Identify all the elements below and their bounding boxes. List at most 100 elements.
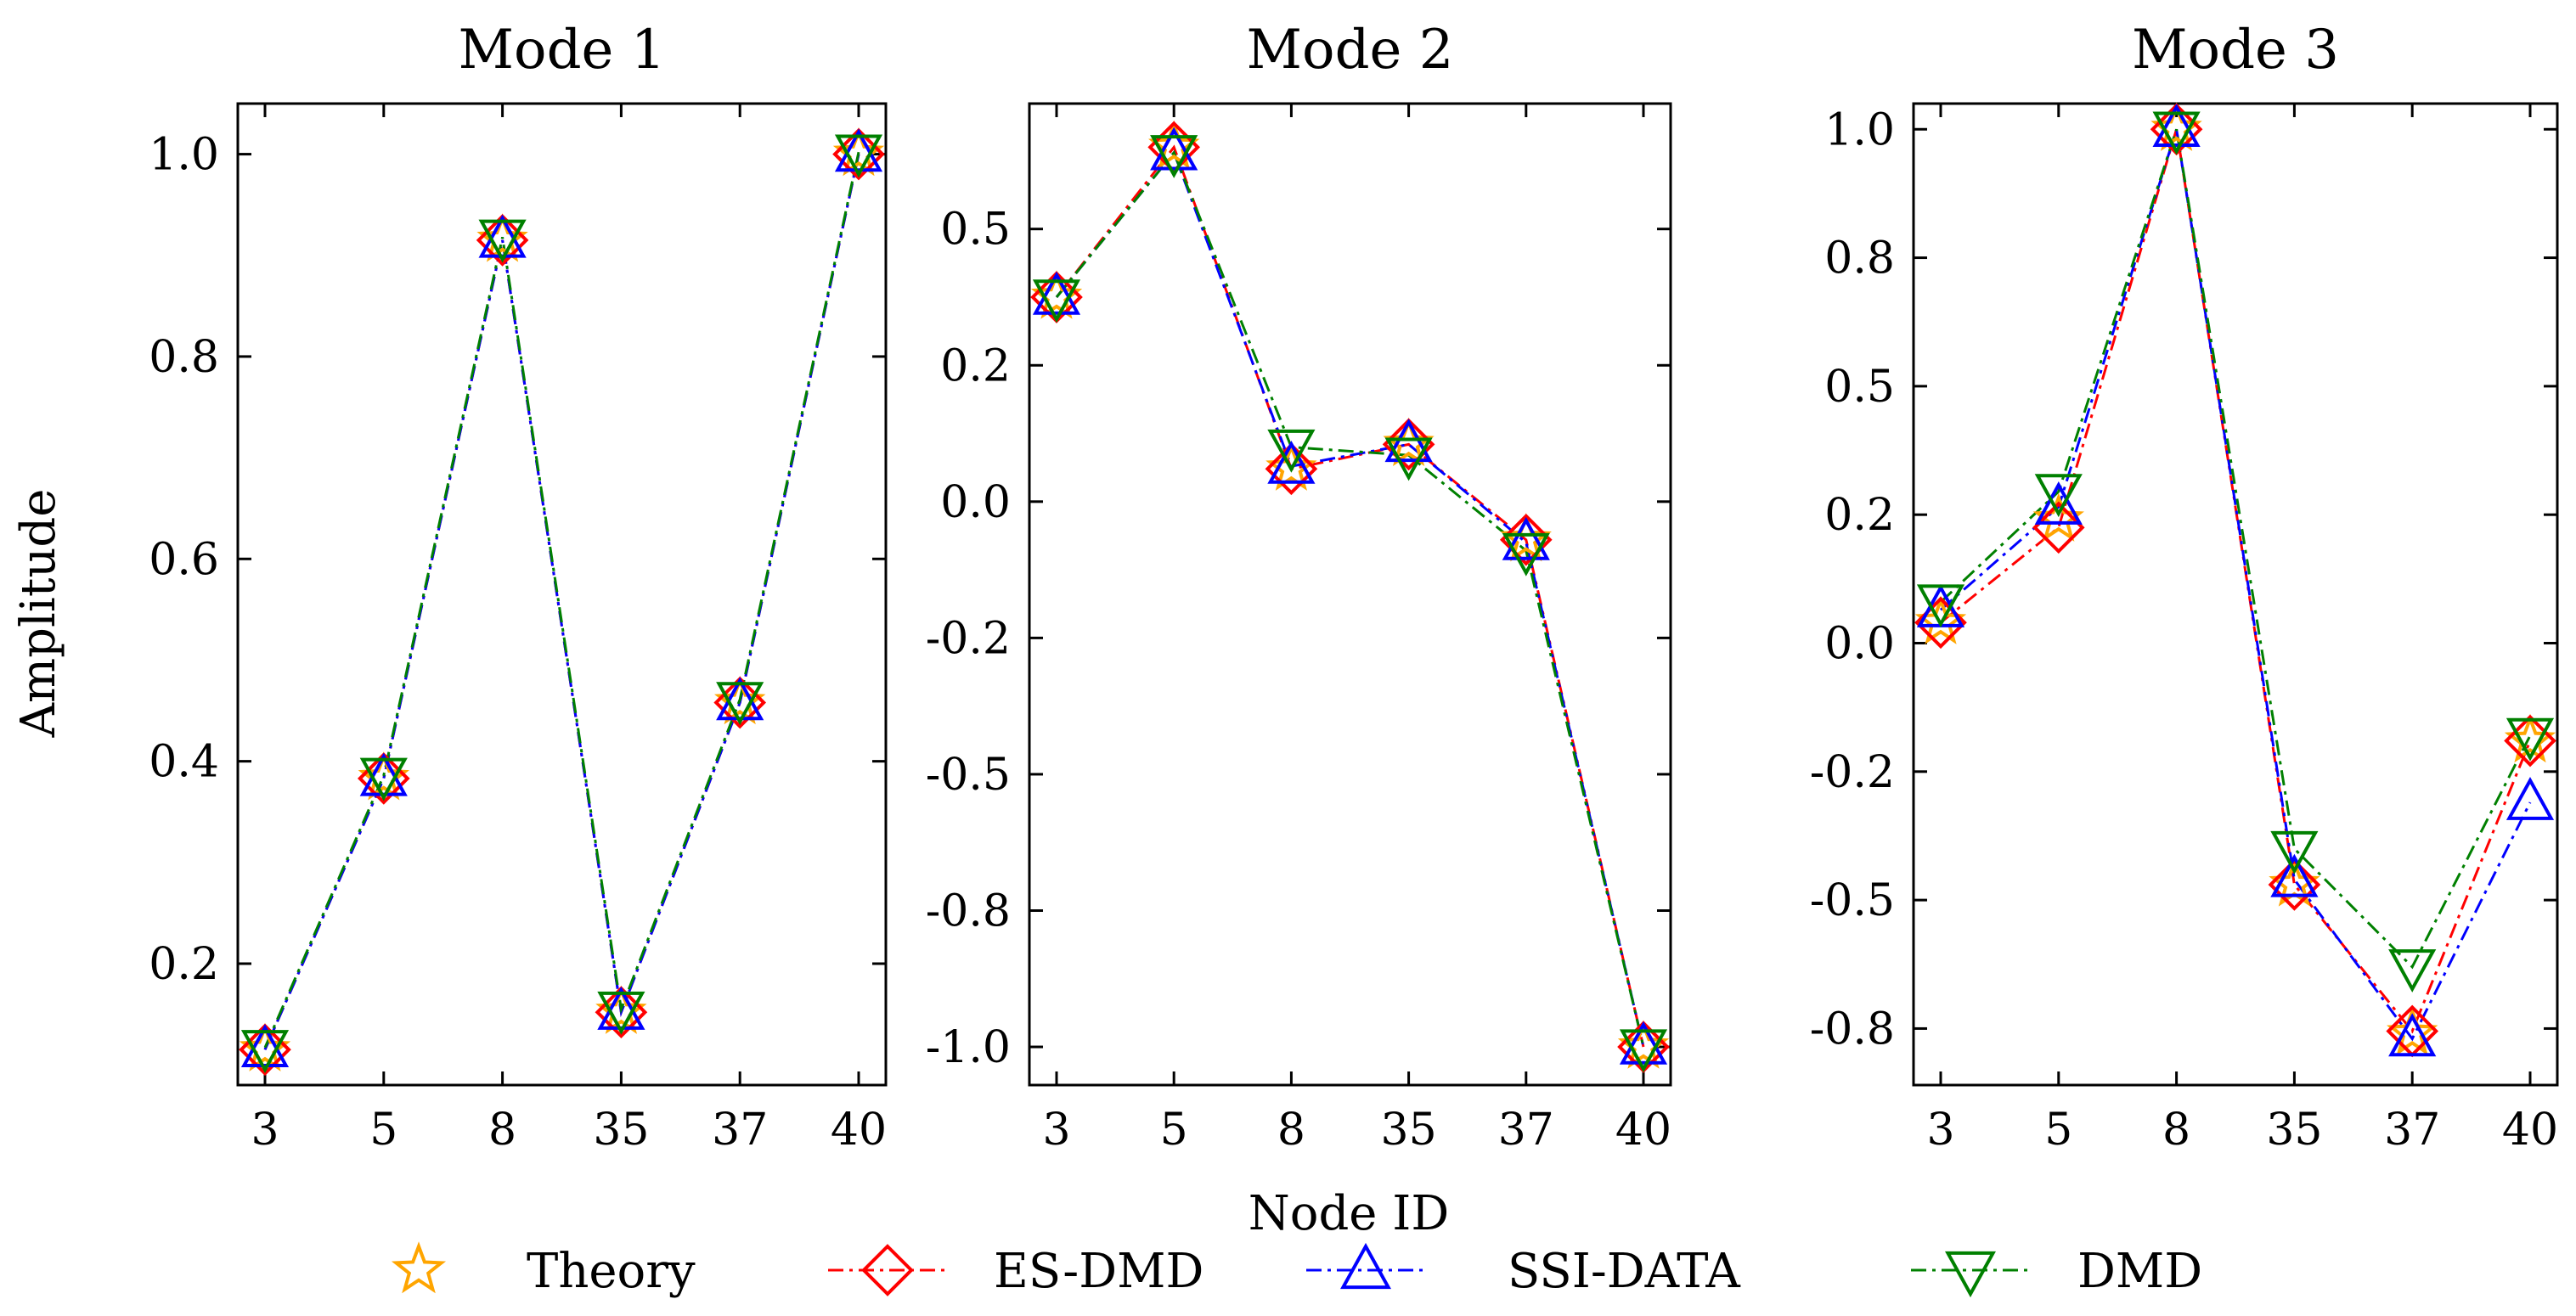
panel-title: Mode 2 bbox=[1247, 19, 1454, 82]
marker-dmd bbox=[2152, 111, 2201, 155]
series-line-dmd bbox=[1055, 149, 1645, 1048]
marker-theory bbox=[2387, 1006, 2438, 1056]
legend-label: Theory bbox=[527, 1244, 696, 1299]
series-line-es-dmd bbox=[263, 154, 860, 1050]
x-tick-label: 3 bbox=[251, 1105, 279, 1156]
marker-dmd bbox=[2388, 949, 2437, 993]
marker-ssi-data bbox=[1150, 127, 1198, 171]
marker-es-dmd bbox=[2032, 501, 2085, 554]
x-tick-label: 40 bbox=[831, 1105, 887, 1156]
x-tick-label: 37 bbox=[1498, 1105, 1554, 1156]
y-tick-label: -0.5 bbox=[926, 750, 1011, 801]
y-tick-label: -1.0 bbox=[926, 1022, 1011, 1073]
marker-es-dmd bbox=[2504, 714, 2556, 768]
marker-dmd bbox=[2270, 830, 2319, 875]
marker-dmd bbox=[1619, 1029, 1668, 1073]
x-tick-label: 35 bbox=[1381, 1105, 1437, 1156]
marker-dmd bbox=[1267, 429, 1316, 473]
legend-marker bbox=[1945, 1251, 1996, 1298]
marker-ssi-data bbox=[2152, 104, 2201, 147]
x-tick-label: 3 bbox=[1926, 1105, 1954, 1156]
y-tick-label: 1.0 bbox=[1824, 104, 1895, 155]
panel-title: Mode 1 bbox=[459, 19, 666, 82]
y-tick-label: 0.5 bbox=[1824, 362, 1895, 413]
marker-dmd bbox=[240, 1030, 290, 1074]
marker-ssi-data bbox=[2388, 1013, 2437, 1057]
marker-dmd bbox=[1502, 532, 1550, 576]
x-tick-label: 5 bbox=[1160, 1105, 1188, 1156]
plot-frame bbox=[236, 102, 888, 1087]
marker-dmd bbox=[1150, 135, 1198, 178]
legend-item-ssi-data: SSI-DATA bbox=[1306, 1242, 1740, 1299]
marker-ssi-data bbox=[2506, 776, 2555, 820]
legend-marker bbox=[1340, 1242, 1391, 1290]
series-line-ssi-data bbox=[263, 154, 860, 1050]
marker-ssi-data bbox=[1384, 419, 1433, 463]
panel-title: Mode 3 bbox=[2132, 19, 2339, 82]
plot-frame bbox=[1912, 102, 2559, 1087]
marker-theory bbox=[1914, 595, 1967, 644]
legend-marker bbox=[391, 1241, 447, 1294]
y-tick-label: -0.8 bbox=[1810, 1004, 1895, 1054]
legend-item-theory: Theory bbox=[391, 1241, 696, 1299]
marker-es-dmd bbox=[1147, 121, 1201, 174]
y-tick-label: -0.2 bbox=[1810, 747, 1895, 798]
marker-es-dmd bbox=[2268, 858, 2321, 911]
y-tick-label: 0.4 bbox=[149, 737, 219, 788]
x-tick-label: 37 bbox=[712, 1105, 768, 1156]
marker-dmd bbox=[2034, 474, 2083, 518]
panel-mode-1: Mode 10.20.40.60.81.03 5 8 35 37 40 bbox=[149, 19, 888, 1156]
marker-dmd bbox=[2506, 717, 2555, 762]
x-tick-label: 8 bbox=[488, 1105, 516, 1156]
series-line-dmd bbox=[1939, 128, 2532, 970]
y-tick-label: 0.8 bbox=[1824, 233, 1895, 284]
x-tick-label: 37 bbox=[2384, 1105, 2440, 1156]
y-tick-label: 1.0 bbox=[149, 130, 219, 181]
series-line-es-dmd bbox=[1055, 144, 1645, 1048]
y-tick-label: 0.0 bbox=[940, 477, 1011, 528]
marker-dmd bbox=[359, 757, 408, 801]
marker-dmd bbox=[1384, 437, 1433, 481]
y-tick-label: 0.8 bbox=[149, 332, 219, 383]
series-line-dmd bbox=[263, 151, 860, 1049]
marker-dmd bbox=[478, 219, 527, 263]
y-tick-label: 0.0 bbox=[1824, 618, 1895, 669]
series-line-ssi-data bbox=[1940, 128, 2532, 1042]
legend-item-dmd: DMD bbox=[1911, 1244, 2202, 1299]
y-tick-label: 0.2 bbox=[149, 939, 219, 990]
x-tick-label: 35 bbox=[2266, 1105, 2322, 1156]
marker-dmd bbox=[716, 682, 764, 726]
y-tick-label: 0.2 bbox=[940, 340, 1011, 391]
legend-item-es-dmd: ES-DMD bbox=[828, 1244, 1203, 1299]
y-tick-label: -0.5 bbox=[1810, 875, 1895, 926]
y-tick-label: 0.2 bbox=[1824, 490, 1895, 541]
x-tick-label: 5 bbox=[369, 1105, 397, 1156]
legend: Theory ES-DMD SSI-DATA DMD bbox=[391, 1241, 2202, 1299]
marker-ssi-data bbox=[2034, 481, 2083, 525]
y-axis-label: Amplitude bbox=[11, 489, 66, 739]
marker-theory bbox=[2504, 713, 2556, 763]
plot-frame bbox=[1028, 102, 1672, 1087]
marker-ssi-data bbox=[1619, 1021, 1668, 1065]
marker-dmd bbox=[1032, 279, 1081, 323]
y-tick-label: -0.2 bbox=[926, 613, 1011, 664]
marker-ssi-data bbox=[240, 1024, 290, 1068]
marker-theory bbox=[832, 127, 885, 177]
x-tick-label: 35 bbox=[593, 1105, 649, 1156]
series-line-es-dmd bbox=[1940, 128, 2532, 1034]
marker-ssi-data bbox=[1502, 516, 1550, 560]
x-tick-label: 3 bbox=[1042, 1105, 1070, 1156]
panel-mode-3: Mode 3-0.8-0.5-0.20.00.20.50.81.03 5 8 35 37… bbox=[1810, 19, 2559, 1156]
marker-ssi-data bbox=[834, 128, 883, 172]
y-tick-label: 0.5 bbox=[940, 205, 1011, 256]
marker-es-dmd bbox=[1382, 418, 1435, 471]
legend-label: DMD bbox=[2077, 1244, 2202, 1299]
series-line-ssi-data bbox=[1055, 149, 1645, 1048]
x-tick-label: 8 bbox=[1277, 1105, 1305, 1156]
x-tick-label: 8 bbox=[2162, 1105, 2190, 1156]
marker-es-dmd bbox=[1499, 513, 1553, 566]
marker-ssi-data bbox=[2270, 853, 2319, 897]
marker-es-dmd bbox=[1265, 442, 1318, 496]
